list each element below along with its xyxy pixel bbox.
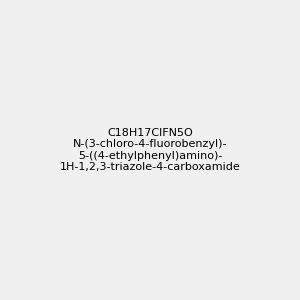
Text: C18H17ClFN5O
N-(3-chloro-4-fluorobenzyl)-
5-((4-ethylphenyl)amino)-
1H-1,2,3-tri: C18H17ClFN5O N-(3-chloro-4-fluorobenzyl)… [60,128,240,172]
